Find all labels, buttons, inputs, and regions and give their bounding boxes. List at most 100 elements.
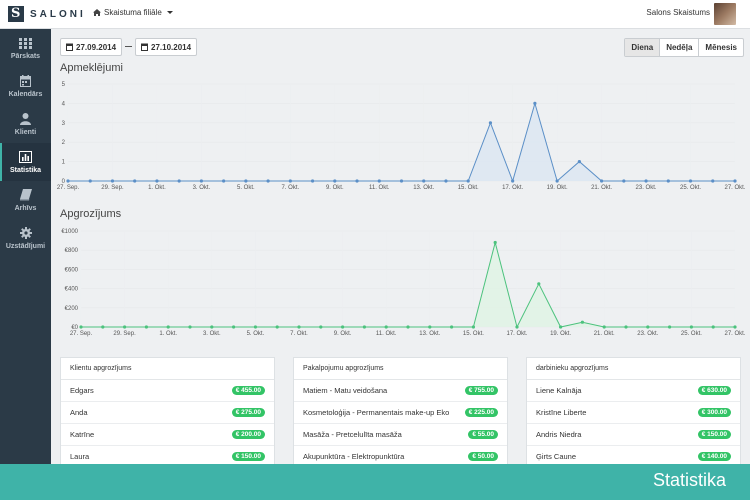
sidebar-item-statistics[interactable]: Statistika — [0, 143, 51, 181]
data-point — [515, 325, 519, 329]
row-name: Kristīne Liberte — [536, 408, 587, 417]
data-point — [577, 160, 581, 164]
period-week-button[interactable]: Nedēļa — [659, 39, 698, 56]
turnover-chart-title: Apgrozījums — [60, 208, 122, 220]
data-point — [428, 325, 432, 329]
footer-banner: Statistika — [0, 464, 750, 500]
y-tick-label: 3 — [62, 121, 66, 127]
date-to-value: 27.10.2014 — [151, 42, 192, 52]
sidebar-item-calendar[interactable]: Kalendārs — [0, 67, 51, 105]
data-point — [355, 179, 359, 183]
list-item[interactable]: Kristīne Liberte € 300.00 — [527, 402, 740, 424]
data-point — [668, 325, 672, 329]
amount-badge: € 275.00 — [231, 408, 265, 417]
data-point — [624, 325, 628, 329]
calendar-icon — [141, 43, 148, 51]
list-item[interactable]: Anda € 275.00 — [61, 402, 274, 424]
sidebar-item-label: Pārskats — [10, 52, 41, 60]
row-name: Kosmetoloģija - Permanentais make-up Eko — [303, 408, 450, 417]
y-tick-label: 0 — [62, 179, 66, 185]
data-point — [644, 179, 648, 183]
y-tick-label: €800 — [65, 248, 79, 254]
chevron-down-icon — [166, 11, 173, 14]
x-tick-label: 27. Sep. — [70, 331, 93, 337]
data-point — [362, 325, 366, 329]
amount-badge: € 55.00 — [468, 430, 498, 439]
list-item[interactable]: Masāža - Pretcelulīta masāža € 55.00 — [294, 424, 507, 446]
data-point — [689, 325, 694, 329]
row-name: Liene Kalnāja — [536, 386, 582, 395]
data-point — [555, 179, 559, 183]
y-tick-label: €1000 — [61, 229, 78, 235]
data-point — [288, 179, 292, 183]
row-name: Matiem - Matu veidošana — [303, 386, 388, 395]
main-content: 27.09.2014 27.10.2014 Diena Nedēļa Mēnes… — [51, 29, 750, 482]
list-item[interactable]: Edgars € 455.00 — [61, 380, 274, 402]
sidebar-item-settings[interactable]: Uzstādījumi — [0, 219, 51, 257]
y-tick-label: 5 — [62, 82, 66, 88]
panel-title: Pakalpojumu apgrozījums — [294, 358, 507, 380]
branch-label: Skaistuma filiāle — [104, 8, 162, 17]
staff-turnover-panel: darbinieku apgrozījums Liene Kalnāja € 63… — [526, 357, 741, 482]
user-name[interactable]: Salons Skaistums — [646, 8, 710, 17]
x-tick-label: 27. Okt. — [724, 331, 745, 337]
clients-turnover-panel: Klientu apgrozījums Edgars € 455.00 Anda €… — [60, 357, 275, 482]
top-bar: SALONI Skaistuma filiāle Salons Skaistum… — [0, 0, 750, 29]
data-point — [210, 325, 214, 329]
data-point — [275, 325, 279, 329]
amount-badge: € 50.00 — [468, 452, 498, 461]
x-tick-label: 29. Sep. — [113, 331, 136, 337]
x-tick-label: 21. Okt. — [594, 331, 615, 337]
series-area — [81, 242, 735, 327]
data-point — [266, 179, 270, 183]
branch-dropdown[interactable]: Skaistuma filiāle — [93, 8, 173, 17]
data-point — [580, 320, 585, 324]
list-item[interactable]: Liene Kalnāja € 630.00 — [527, 380, 740, 402]
data-point — [232, 325, 236, 329]
data-point — [399, 179, 404, 183]
period-day-button[interactable]: Diena — [625, 39, 660, 56]
y-tick-label: €600 — [65, 267, 79, 273]
app-logo[interactable]: SALONI — [8, 6, 86, 22]
data-point — [444, 179, 448, 183]
data-point — [123, 325, 127, 329]
list-item[interactable]: Katrīne € 200.00 — [61, 424, 274, 446]
data-point — [244, 179, 248, 183]
period-month-button[interactable]: Mēnesis — [698, 39, 743, 56]
data-point — [79, 325, 83, 329]
calendar-icon — [66, 43, 73, 51]
data-point — [511, 179, 515, 183]
list-item[interactable]: Matiem - Matu veidošana € 755.00 — [294, 380, 507, 402]
data-point — [711, 179, 715, 183]
sidebar-item-clients[interactable]: Klienti — [0, 105, 51, 143]
amount-badge: € 630.00 — [697, 386, 731, 395]
data-point — [711, 325, 715, 329]
data-point — [466, 179, 470, 183]
list-item[interactable]: Kosmetoloģija - Permanentais make-up Eko… — [294, 402, 507, 424]
x-tick-label: 29. Sep. — [101, 185, 124, 191]
data-point — [155, 179, 159, 183]
x-tick-label: 1. Okt. — [159, 331, 177, 337]
date-from-picker[interactable]: 27.09.2014 — [60, 38, 123, 56]
x-tick-label: 5. Okt. — [247, 331, 265, 337]
x-tick-label: 23. Okt. — [637, 331, 658, 337]
data-point — [688, 179, 693, 183]
list-item[interactable]: Andris Niedra € 150.00 — [527, 424, 740, 446]
series-line — [81, 242, 735, 329]
row-name: Masāža - Pretcelulīta masāža — [303, 430, 402, 439]
x-tick-label: 3. Okt. — [193, 185, 211, 191]
visits-chart: 0 1 2 3 4 5 27. Sep. 29. Sep. 1. Okt. 3. Okt. 5. O… — [57, 82, 746, 191]
date-to-picker[interactable]: 27.10.2014 — [135, 38, 198, 56]
sidebar-item-archive[interactable]: Arhīvs — [0, 181, 51, 219]
data-point — [199, 179, 203, 183]
data-point — [384, 325, 388, 329]
row-name: Akupunktūra - Elektropunktūra — [303, 452, 405, 461]
x-tick-label: 9. Okt. — [326, 185, 344, 191]
y-tick-label: €0 — [71, 325, 78, 331]
avatar[interactable] — [714, 3, 736, 25]
data-point — [319, 325, 323, 329]
sidebar-item-overview[interactable]: Pārskats — [0, 29, 51, 67]
x-tick-label: 25. Okt. — [681, 331, 702, 337]
y-tick-label: 1 — [62, 160, 66, 166]
data-point — [471, 325, 475, 329]
